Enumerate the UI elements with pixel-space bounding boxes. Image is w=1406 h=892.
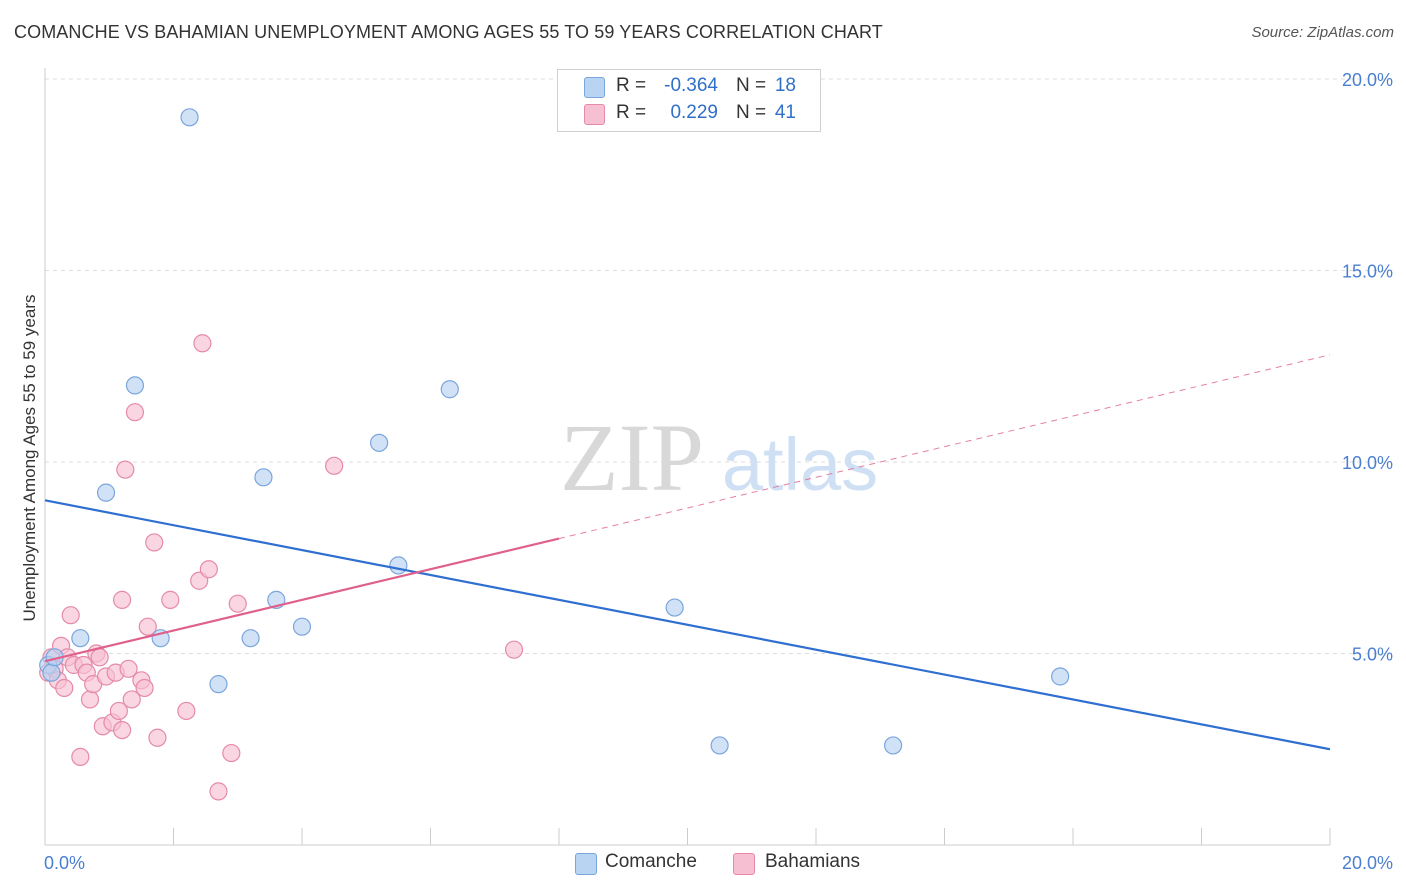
y-tick-label-3: 20.0% bbox=[1342, 70, 1393, 90]
trend-lines bbox=[44, 354, 1331, 751]
bahamians-point-31 bbox=[148, 728, 167, 747]
comanche-point-4 bbox=[96, 483, 116, 502]
bahamians-point-39 bbox=[228, 594, 247, 613]
legend-comanche-label: Comanche bbox=[605, 851, 697, 872]
bahamians-point-23 bbox=[116, 460, 135, 479]
comanche-point-15 bbox=[440, 380, 459, 399]
watermark: ZIP atlas bbox=[560, 404, 878, 511]
bahamians-point-21 bbox=[112, 720, 132, 740]
y-tick-label-0: 5.0% bbox=[1352, 645, 1393, 665]
watermark-zip: ZIP bbox=[560, 404, 704, 511]
comanche-point-16 bbox=[665, 598, 684, 617]
axes bbox=[44, 68, 1331, 846]
bahamians-point-7 bbox=[61, 606, 80, 625]
bahamians-point-9 bbox=[71, 747, 90, 767]
x-tick-label-max: 20.0% bbox=[1342, 853, 1393, 873]
comanche-n-label: N = bbox=[736, 75, 767, 96]
source-credit: Source: ZipAtlas.com bbox=[1251, 24, 1394, 41]
chart-title: COMANCHE VS BAHAMIAN UNEMPLOYMENT AMONG … bbox=[14, 22, 883, 42]
bahamians-n-value: 41 bbox=[774, 102, 796, 123]
bahamians-r-label: R = bbox=[616, 102, 647, 123]
x-tick-labels: 0.0% 20.0% bbox=[44, 853, 1393, 873]
y-tick-labels: 5.0% 10.0% 15.0% 20.0% bbox=[1342, 70, 1393, 665]
comanche-r-value: -0.364 bbox=[664, 75, 718, 96]
comanche-swatch bbox=[584, 77, 605, 98]
bahamians-point-30 bbox=[145, 533, 164, 552]
bahamians-point-32 bbox=[161, 590, 180, 609]
comanche-point-13 bbox=[370, 433, 389, 452]
comanche-point-8 bbox=[209, 675, 228, 694]
comanche-point-10 bbox=[254, 468, 273, 487]
comanche-point-18 bbox=[883, 736, 903, 755]
grid-lines bbox=[45, 78, 1392, 654]
comanche-point-1 bbox=[42, 663, 61, 682]
y-tick-label-2: 15.0% bbox=[1342, 262, 1393, 282]
bahamians-point-24 bbox=[119, 659, 138, 678]
comanche-point-7 bbox=[180, 108, 199, 127]
bahamians-point-20 bbox=[109, 701, 128, 721]
comanche-n-value: 18 bbox=[774, 75, 796, 96]
legend-bahamians-label: Bahamians bbox=[765, 851, 861, 872]
bahamians-point-28 bbox=[135, 678, 154, 698]
bahamians-trend-extension bbox=[558, 354, 1331, 540]
bahamians-point-41 bbox=[504, 640, 524, 659]
comanche-point-17 bbox=[710, 736, 729, 755]
comanche-point-19 bbox=[1051, 667, 1070, 686]
bahamians-r-value: 0.229 bbox=[670, 102, 718, 123]
legend-comanche-swatch bbox=[575, 853, 597, 875]
bahamians-point-40 bbox=[325, 456, 344, 475]
comanche-point-14 bbox=[389, 556, 408, 575]
watermark-atlas: atlas bbox=[722, 423, 878, 506]
bahamians-point-22 bbox=[112, 590, 132, 609]
comanche-point-5 bbox=[125, 376, 145, 395]
bahamians-points bbox=[39, 334, 524, 801]
bahamians-point-25 bbox=[122, 690, 141, 709]
y-tick-label-1: 10.0% bbox=[1342, 453, 1393, 473]
bahamians-point-35 bbox=[193, 334, 212, 353]
bahamians-point-15 bbox=[90, 648, 109, 667]
comanche-point-3 bbox=[71, 629, 90, 648]
bahamians-n-label: N = bbox=[736, 102, 767, 123]
bahamians-swatch bbox=[584, 104, 605, 125]
legend-bahamians-swatch bbox=[733, 853, 755, 875]
comanche-trend-line bbox=[44, 499, 1331, 751]
bahamians-point-38 bbox=[222, 743, 241, 763]
comanche-r-label: R = bbox=[616, 75, 647, 96]
bahamians-point-12 bbox=[80, 690, 100, 709]
bahamians-point-26 bbox=[125, 403, 145, 422]
bahamians-point-36 bbox=[199, 560, 218, 579]
x-tick-label-min: 0.0% bbox=[44, 853, 85, 873]
bahamians-point-29 bbox=[138, 617, 157, 636]
bahamians-point-5 bbox=[55, 678, 74, 698]
comanche-point-9 bbox=[241, 629, 260, 648]
correlation-stats-box: R = -0.364 N = 18 R = 0.229 N = 41 bbox=[557, 69, 821, 132]
comanche-point-12 bbox=[292, 617, 312, 636]
comanche-points bbox=[39, 108, 1070, 755]
bahamians-point-33 bbox=[177, 701, 196, 721]
bahamians-point-37 bbox=[209, 782, 228, 801]
bahamians-trend-line bbox=[44, 537, 560, 663]
